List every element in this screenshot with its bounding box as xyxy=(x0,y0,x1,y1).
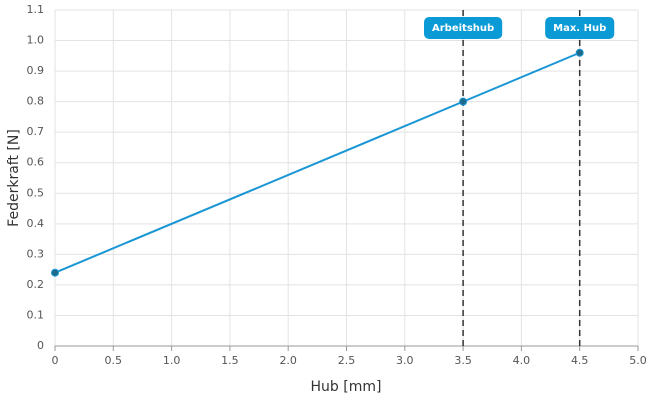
x-tick-label: 2.0 xyxy=(279,354,297,367)
y-tick-label: 1.1 xyxy=(27,3,45,16)
x-tick-label: 1.0 xyxy=(163,354,181,367)
y-tick-label: 0.8 xyxy=(27,95,45,108)
x-tick-label: 4.0 xyxy=(513,354,531,367)
annotation-box xyxy=(545,17,615,39)
x-tick-label: 3.5 xyxy=(454,354,472,367)
x-tick-label: 4.5 xyxy=(571,354,589,367)
annotation-label: Max. Hub xyxy=(553,23,606,34)
y-tick-label: 0.4 xyxy=(27,217,45,230)
x-tick-label: 5.0 xyxy=(629,354,647,367)
y-tick-label: 0 xyxy=(37,339,44,352)
y-axis-title: Federkraft [N] xyxy=(6,129,22,227)
point xyxy=(575,48,584,57)
y-tick-label: 0.5 xyxy=(27,186,45,199)
x-tick-label: 3.0 xyxy=(396,354,414,367)
y-tick-label: 1.0 xyxy=(27,34,45,47)
annotation-badge: Max. Hub xyxy=(545,17,615,39)
x-tick-label: 1.5 xyxy=(221,354,239,367)
y-tick-label: 0.9 xyxy=(27,64,45,77)
y-tick-label: 0.3 xyxy=(27,247,45,260)
y-tick-label: 0.2 xyxy=(27,278,45,291)
annotation-box xyxy=(424,17,503,39)
point xyxy=(459,97,468,106)
y-tick-label: 0.7 xyxy=(27,125,45,138)
annotation-label: Arbeitshub xyxy=(432,23,494,34)
x-tick-label: 0 xyxy=(52,354,59,367)
y-tick-label: 0.1 xyxy=(27,308,45,321)
x-tick-label: 0.5 xyxy=(105,354,123,367)
x-tick-label: 2.5 xyxy=(338,354,356,367)
x-axis-title: Hub [mm] xyxy=(311,379,382,395)
annotation-badge: Arbeitshub xyxy=(424,17,503,39)
y-tick-label: 0.6 xyxy=(27,156,45,169)
point xyxy=(51,268,59,277)
